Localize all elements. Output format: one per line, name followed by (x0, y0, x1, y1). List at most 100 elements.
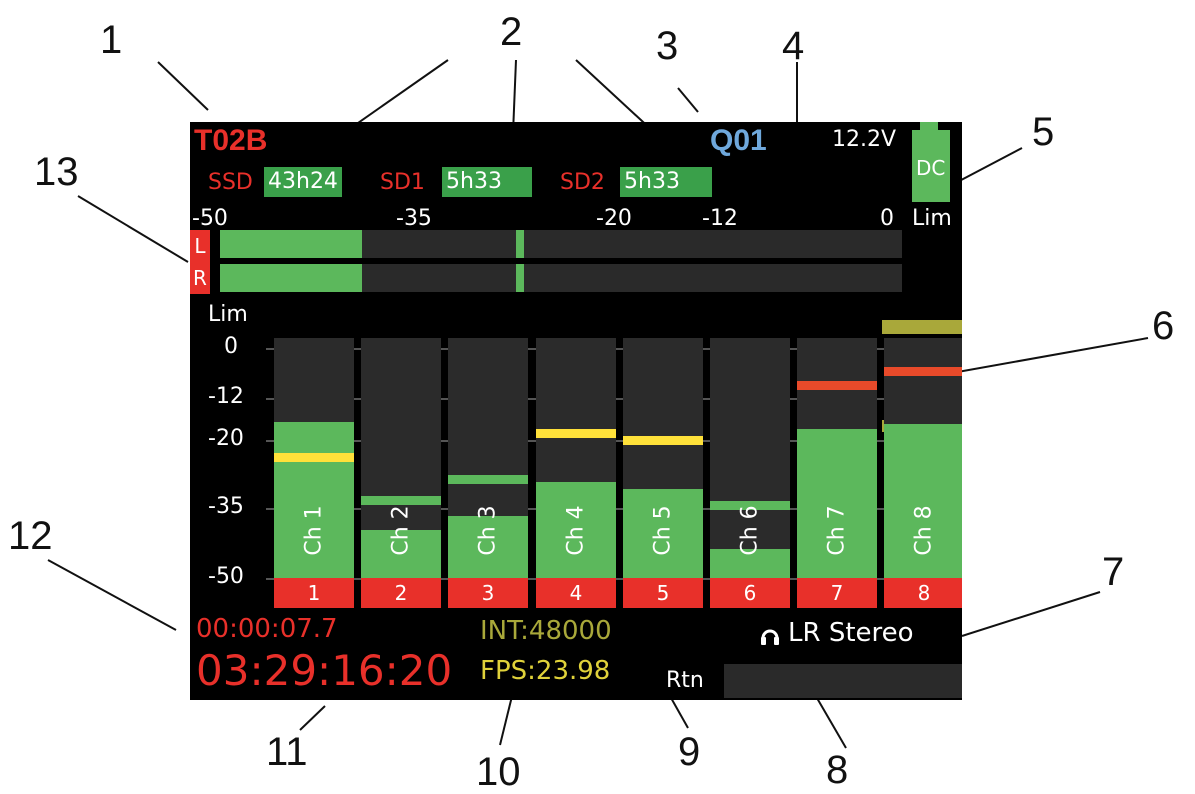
meter-scale-m12: -12 (702, 206, 738, 231)
channel-level-1 (274, 422, 354, 578)
channel-scale-0: 0 (224, 334, 238, 359)
channel-track-8: Ch 8 (884, 338, 962, 578)
channel-track-4: Ch 4 (536, 338, 616, 578)
channel-number-6[interactable]: 6 (710, 578, 790, 608)
headphone-icon (760, 626, 780, 646)
recorder-screen: T02B Q01 12.2V DC SSD 43h24 SD1 5h33 SD2… (190, 122, 962, 700)
media-label-ssd: SSD (208, 170, 253, 195)
channel-track-2: Ch 2 (361, 338, 441, 578)
channel-scale-m12: -12 (208, 384, 244, 409)
meter-scale-m50: -50 (192, 206, 228, 231)
leader-3b (677, 87, 699, 113)
voltage-readout: 12.2V (832, 127, 897, 152)
channel-scale-m20: -20 (208, 426, 244, 451)
channel-level-2 (361, 530, 441, 578)
channel-number-2[interactable]: 2 (361, 578, 441, 608)
channel-label-2: Ch 2 (388, 505, 414, 556)
channel-label-5: Ch 5 (650, 505, 676, 556)
leader-1 (157, 61, 209, 111)
channel-peak-1 (274, 453, 354, 462)
right-meter-peak (516, 264, 524, 292)
media-remaining-sd2: 5h33 (620, 167, 712, 197)
channel-level-3 (448, 516, 528, 578)
leader-11 (299, 705, 326, 731)
callout-7: 7 (1102, 550, 1125, 594)
channel-label-7: Ch 7 (824, 505, 850, 556)
sample-rate: INT:48000 (480, 616, 612, 646)
channel-track-6: Ch 6 (710, 338, 790, 578)
return-meter (724, 664, 962, 698)
leader-12 (47, 559, 177, 631)
channel-peak-6 (710, 501, 790, 510)
callout-1: 1 (100, 18, 123, 62)
channel-scale-m35: -35 (208, 494, 244, 519)
right-output-meter (220, 264, 902, 292)
leader-7 (961, 591, 1101, 637)
right-channel-label: R (190, 262, 210, 294)
left-meter-level (220, 230, 362, 258)
channel-number-8[interactable]: 8 (884, 578, 962, 608)
take-name: T02B (194, 124, 268, 157)
channel-number-4[interactable]: 4 (536, 578, 616, 608)
callout-2: 2 (500, 10, 523, 54)
channel-track-5: Ch 5 (623, 338, 703, 578)
battery-terminal-icon (920, 122, 938, 130)
channel-label-8: Ch 8 (911, 505, 937, 556)
callout-9: 9 (678, 730, 701, 774)
channel-label-1: Ch 1 (301, 505, 327, 556)
right-meter-level (220, 264, 362, 292)
callout-3: 3 (656, 24, 679, 68)
media-remaining-ssd: 43h24 (264, 167, 342, 197)
channel-peak-8 (884, 367, 962, 376)
leader-13 (77, 195, 189, 263)
meter-scale-m35: -35 (396, 206, 432, 231)
callout-5: 5 (1032, 110, 1055, 154)
callout-12: 12 (8, 514, 53, 558)
channel-label-4: Ch 4 (563, 505, 589, 556)
channel-level-8 (884, 424, 962, 578)
channel-number-5[interactable]: 5 (623, 578, 703, 608)
media-label-sd2: SD2 (560, 170, 605, 195)
channel-label-6: Ch 6 (737, 505, 763, 556)
channel-scale-m50: -50 (208, 564, 244, 589)
power-source: DC (916, 156, 946, 180)
media-label-sd1: SD1 (380, 170, 425, 195)
meter-scale-m20: -20 (596, 206, 632, 231)
left-output-meter (220, 230, 902, 258)
channel-level-4 (536, 482, 616, 578)
callout-10: 10 (476, 750, 521, 794)
channel-level-7 (797, 429, 877, 578)
channel-peak-7 (797, 381, 877, 390)
media-remaining-sd1: 5h33 (442, 167, 532, 197)
channel-track-3: Ch 3 (448, 338, 528, 578)
channel-level-6 (710, 549, 790, 578)
channel-peak-4 (536, 429, 616, 438)
meter-scale-0: 0 (880, 206, 894, 231)
frame-rate: FPS:23.98 (480, 656, 611, 686)
channel-label-3: Ch 3 (475, 505, 501, 556)
channel-peak-2 (361, 496, 441, 505)
callout-6: 6 (1152, 304, 1175, 348)
channel-number-3[interactable]: 3 (448, 578, 528, 608)
headphone-mode: LR Stereo (788, 618, 914, 648)
callout-11: 11 (266, 730, 308, 774)
callout-13: 13 (34, 150, 79, 194)
callout-8: 8 (826, 748, 849, 792)
channel-number-1[interactable]: 1 (274, 578, 354, 608)
ch8-limiter-marker (882, 320, 962, 334)
channel-peak-3 (448, 475, 528, 484)
channel-number-7[interactable]: 7 (797, 578, 877, 608)
channel-level-5 (623, 489, 703, 578)
meter-scale-lim: Lim (912, 206, 952, 231)
callout-4: 4 (782, 24, 805, 68)
timecode-display: 03:29:16:20 (196, 646, 453, 695)
channel-peak-5 (623, 436, 703, 445)
scene-name: Q01 (710, 124, 767, 157)
channel-track-1: Ch 1 (274, 338, 354, 578)
battery-icon: DC (912, 130, 950, 202)
channel-scale-lim: Lim (208, 302, 248, 327)
return-label: Rtn (666, 668, 704, 693)
elapsed-time: 00:00:07.7 (196, 614, 338, 644)
left-channel-label: L (190, 230, 210, 262)
channel-track-7: Ch 7 (797, 338, 877, 578)
